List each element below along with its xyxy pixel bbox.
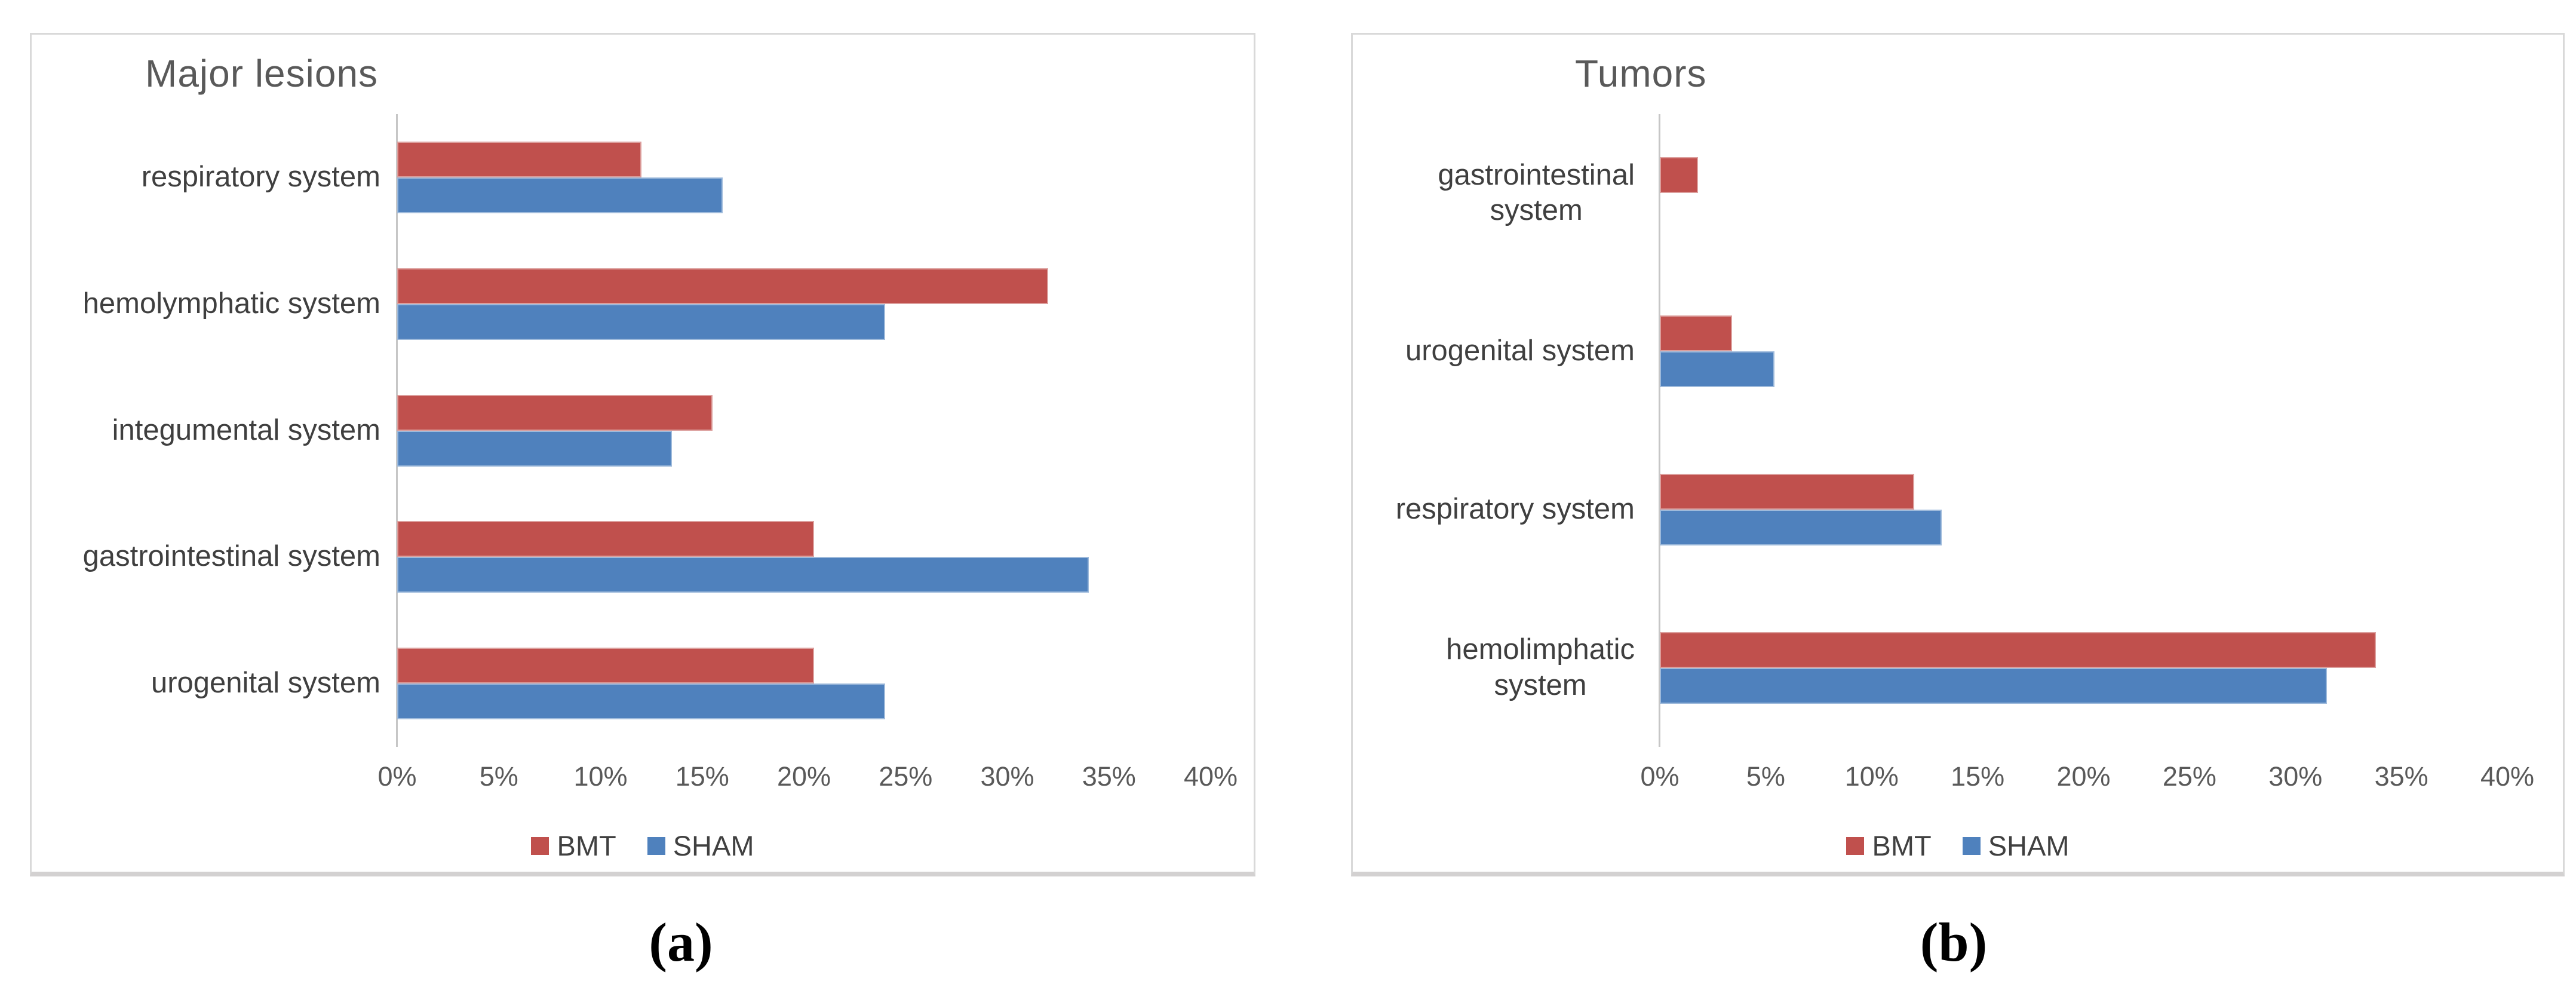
legend-label: BMT — [557, 830, 616, 862]
bar-sham-4 — [397, 683, 886, 720]
x-tick-label: 30% — [980, 761, 1034, 792]
x-tick-label: 0% — [1640, 761, 1680, 792]
legend-item-sham: SHAM — [1962, 829, 2070, 862]
bar-bmt-0 — [1660, 157, 1698, 194]
x-tick-label: 5% — [479, 761, 518, 792]
category-label: urogenital system — [1405, 335, 1635, 367]
chart-title-tumors: Tumors — [1575, 52, 1707, 95]
bar-bmt-2 — [397, 394, 713, 431]
category-label: urogenital system — [151, 667, 380, 700]
legend-swatch-bmt — [1846, 836, 1865, 855]
x-tick-label: 15% — [675, 761, 729, 792]
bar-sham-2 — [397, 430, 672, 467]
bar-bmt-3 — [397, 521, 815, 557]
bar-sham-0 — [397, 177, 723, 213]
category-label: hemolimphatic system — [1446, 633, 1635, 701]
legend-label: BMT — [1872, 830, 1932, 862]
caption-b: (b) — [1920, 912, 1988, 973]
category-label: gastrointestinal system — [1438, 158, 1635, 227]
x-tick-label: 15% — [1951, 761, 2005, 792]
x-tick-label: 5% — [1746, 761, 1785, 792]
legend-label: SHAM — [1988, 830, 2070, 862]
bar-sham-3 — [397, 557, 1089, 593]
x-tick-label: 25% — [879, 761, 933, 792]
legend-swatch-sham — [1962, 836, 1981, 855]
legend-item-bmt: BMT — [1846, 829, 1932, 862]
legend-swatch-bmt — [531, 836, 549, 855]
category-label: respiratory system — [1395, 492, 1635, 525]
bar-sham-2 — [1660, 509, 1942, 545]
bar-sham-3 — [1660, 667, 2328, 704]
bar-bmt-1 — [397, 268, 1048, 304]
bar-bmt-1 — [1660, 315, 1732, 352]
category-label: integumental system — [112, 413, 380, 446]
x-tick-label: 25% — [2162, 761, 2216, 792]
bar-bmt-0 — [397, 141, 641, 177]
x-tick-label: 40% — [1183, 761, 1238, 792]
legend-item-bmt: BMT — [531, 829, 616, 862]
x-tick-label: 30% — [2268, 761, 2323, 792]
chart-title-major-lesions: Major lesions — [145, 52, 379, 95]
caption-a: (a) — [649, 912, 713, 973]
bar-bmt-3 — [1660, 632, 2377, 668]
chart-panel-tumors: Tumors gastrointestinal system urogenital … — [1351, 33, 2565, 876]
legend: BMT SHAM — [1353, 829, 2563, 862]
bar-sham-1 — [1660, 351, 1774, 388]
category-label: hemolymphatic system — [82, 287, 380, 320]
x-tick-label: 20% — [776, 761, 831, 792]
x-tick-label: 10% — [1844, 761, 1899, 792]
plot-area — [396, 114, 1211, 747]
bar-sham-1 — [397, 304, 886, 340]
bar-bmt-4 — [397, 648, 815, 684]
legend-label: SHAM — [673, 830, 754, 862]
legend-item-sham: SHAM — [647, 829, 754, 862]
bar-bmt-2 — [1660, 473, 1914, 510]
x-tick-label: 35% — [1082, 761, 1136, 792]
y-axis-line — [396, 114, 398, 747]
x-tick-label: 20% — [2056, 761, 2111, 792]
category-label: respiratory system — [141, 161, 380, 194]
x-tick-label: 35% — [2374, 761, 2428, 792]
y-axis-line — [1659, 114, 1660, 747]
x-tick-label: 40% — [2480, 761, 2535, 792]
x-tick-label: 0% — [377, 761, 417, 792]
category-label: gastrointestinal system — [82, 540, 380, 573]
legend: BMT SHAM — [32, 829, 1254, 862]
x-tick-label: 10% — [573, 761, 628, 792]
legend-swatch-sham — [647, 836, 665, 855]
chart-panel-major-lesions: Major lesions respiratory system hemolymp… — [30, 33, 1255, 876]
plot-area — [1659, 114, 2507, 747]
